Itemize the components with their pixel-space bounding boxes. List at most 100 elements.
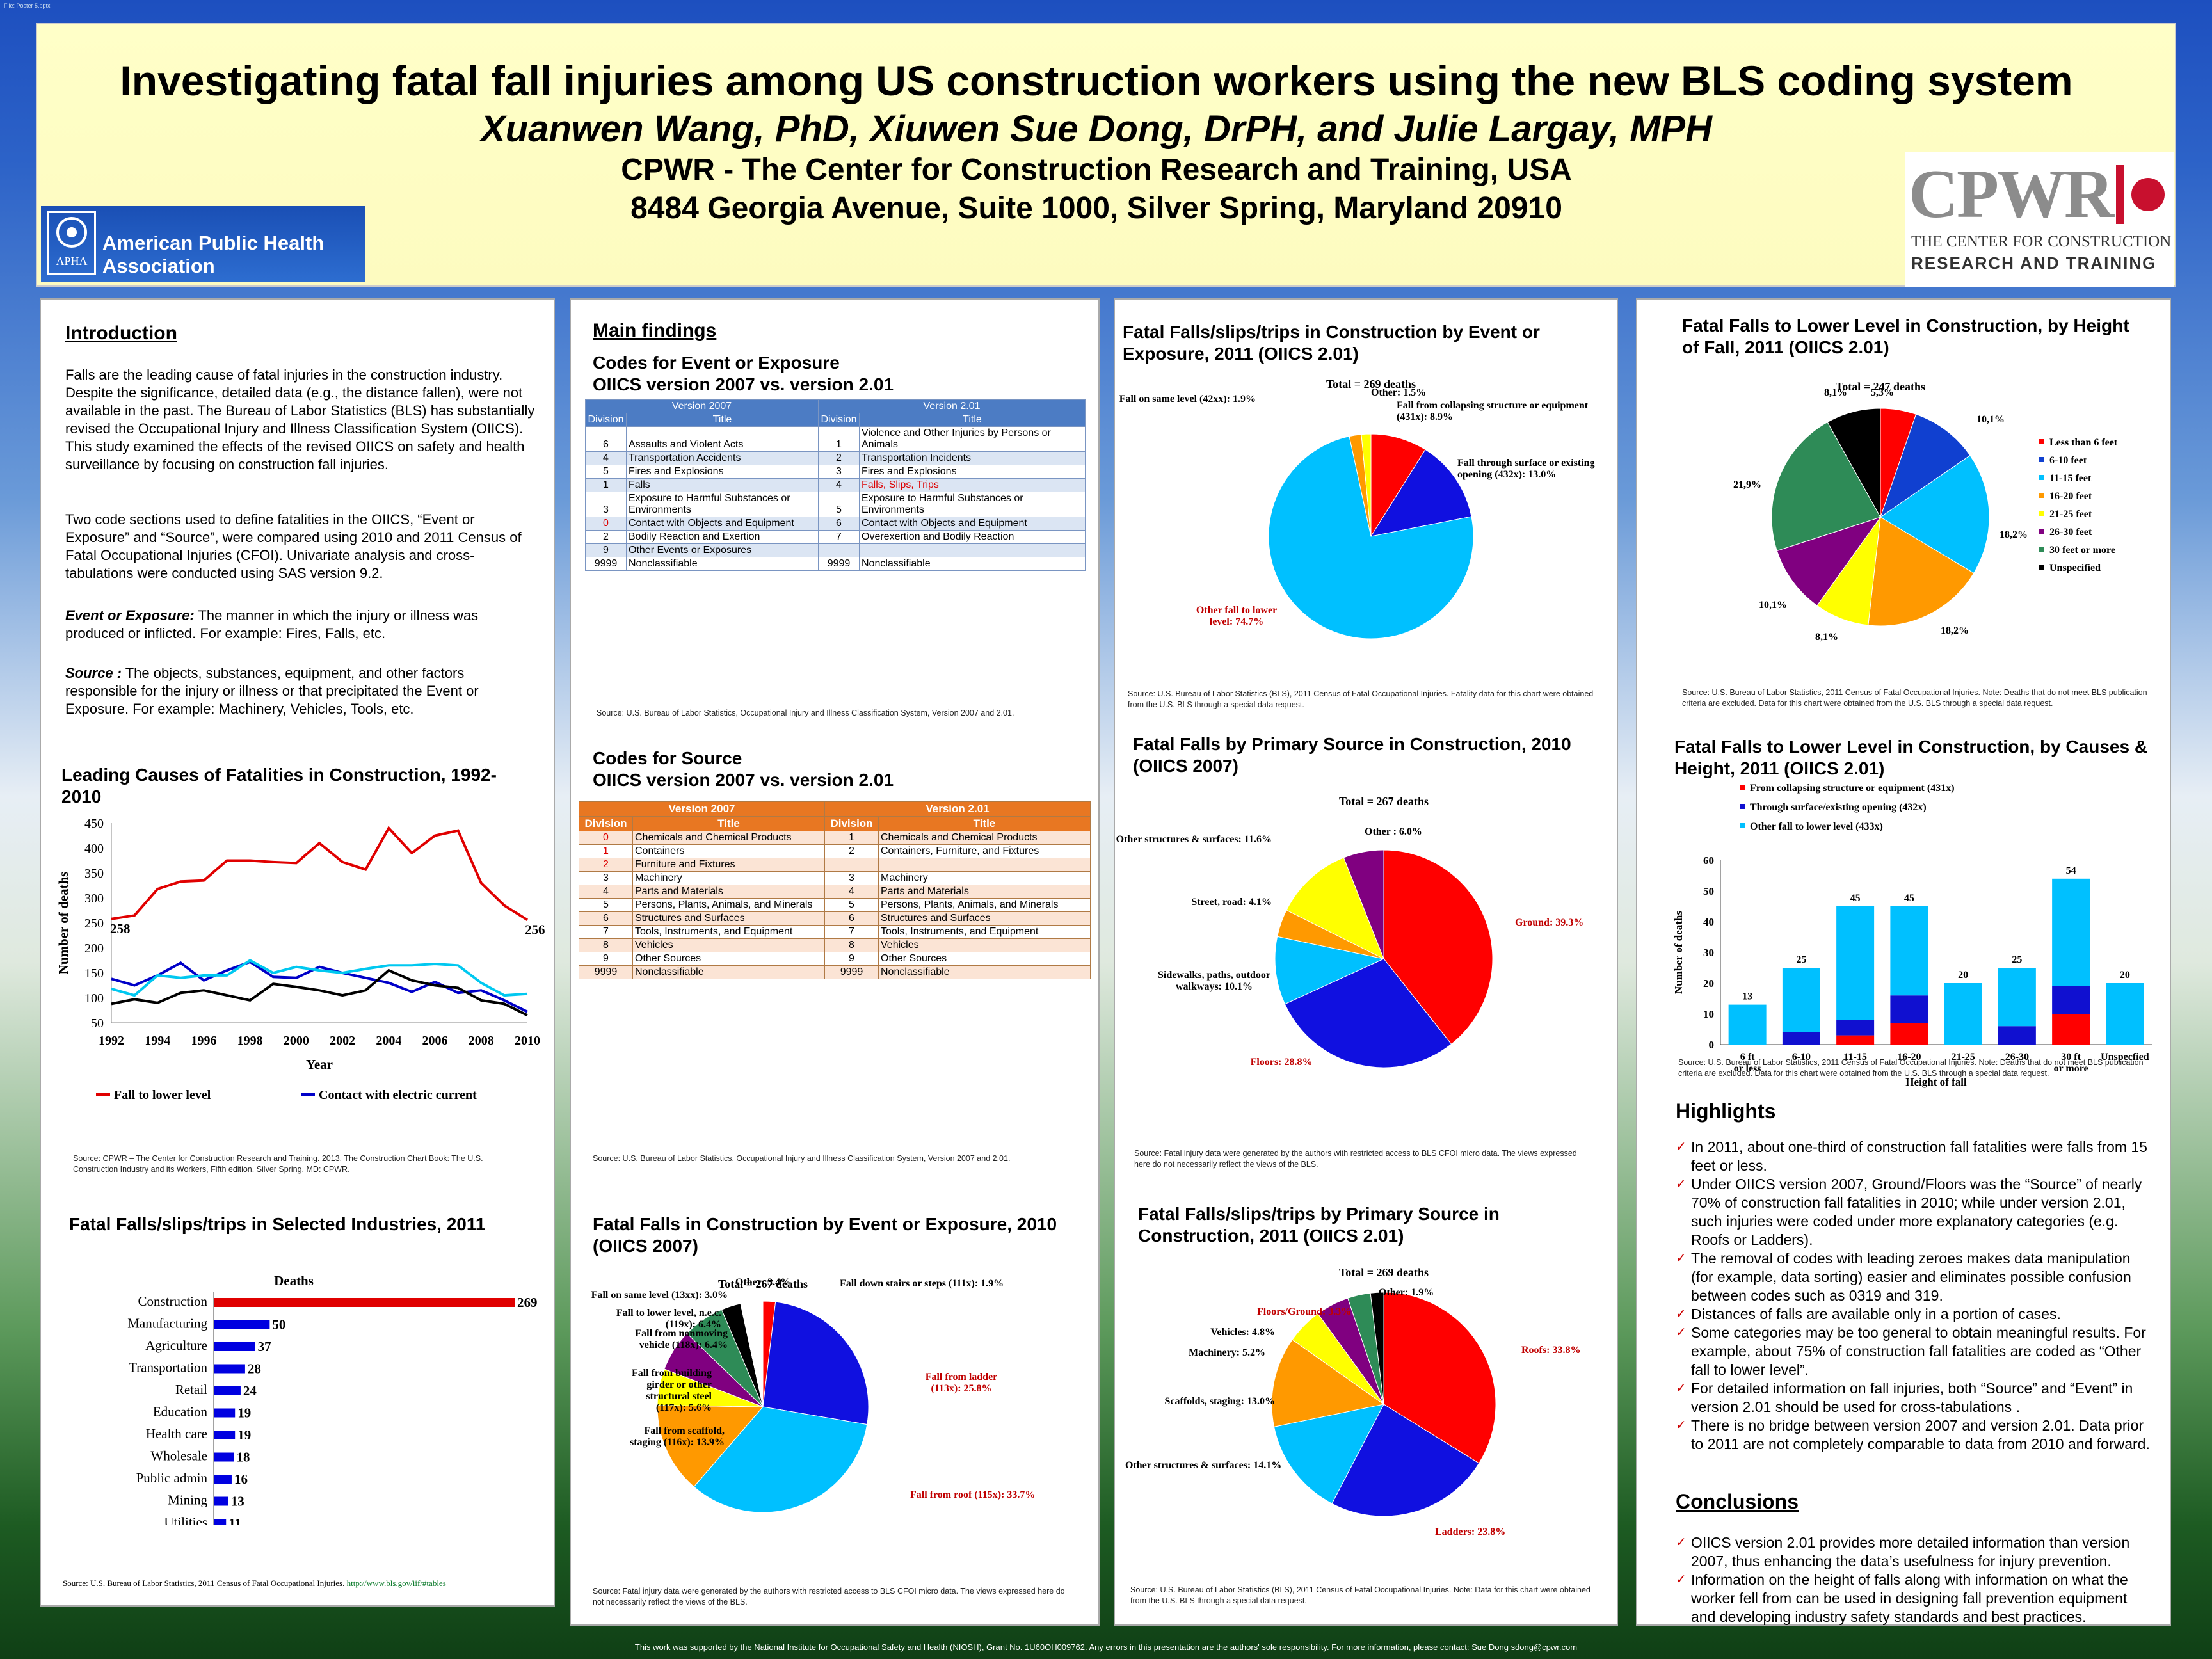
legend-swatch [2039, 547, 2044, 552]
category-label: Utilities [164, 1514, 207, 1525]
source-code-row: 0 Chemicals and Chemical Products 1 Chemica… [579, 831, 1091, 845]
intro-paragraph-4: Source : The objects, substances, equipm… [65, 664, 539, 718]
pie-slice-label: Street, road: 4.1% [1191, 897, 1272, 908]
highlight-item: For detailed information on fall injurie… [1674, 1379, 2154, 1416]
bar-value-label: 16 [234, 1471, 248, 1487]
data-label: 258 [110, 921, 131, 936]
event-code-division-cell: 6 [585, 426, 627, 452]
y-tick-label: 40 [1703, 916, 1714, 928]
bar-segment [1728, 1004, 1767, 1045]
pie-2011-event-source: Source: U.S. Bureau of Labor Statistics … [1128, 689, 1594, 709]
event-code-title-cell: Exposure to Harmful Substances or Enviro… [859, 492, 1086, 517]
x-tick-label: 2008 [469, 1034, 494, 1048]
pie-slice [1271, 1339, 1385, 1427]
pie-total-label: Total = 247 deaths [1836, 380, 1925, 393]
event-code-row: 0 Contact with Objects and Equipment 6 Cont… [585, 517, 1086, 531]
event-code-row: 2 Bodily Reaction and Exertion 7 Overexerti… [585, 530, 1086, 544]
source-v2-header: Version 2.01 [824, 801, 1091, 817]
event-code-title-cell: Fires and Explosions [626, 465, 819, 479]
legend-label: Unspecified [2049, 563, 2101, 573]
source-code-title-cell: Containers [632, 844, 825, 858]
event-code-row: 9999 Nonclassifiable 9999 Nonclassifiable [585, 557, 1086, 571]
source-table-source: Source: U.S. Bureau of Labor Statistics,… [593, 1154, 1011, 1163]
x-tick-label: 1994 [145, 1034, 170, 1048]
pie-slice-label: Ladders: 23.8% [1435, 1527, 1505, 1537]
bar-segment [1782, 968, 1820, 1032]
pie-slice-label: Vehicles: 4.8% [1210, 1327, 1275, 1338]
pie-slice-label: Other : 6.0% [1365, 826, 1422, 837]
event-code-row: 1 Falls 4 Falls, Slips, Trips [585, 478, 1086, 492]
bar-segment [2052, 1014, 2090, 1045]
source-col-title-2: Title [878, 816, 1091, 831]
bar-segment [1890, 1023, 1928, 1045]
bar-segment [1944, 983, 1982, 1045]
source-code-division-cell: 5 [824, 898, 879, 912]
source-code-title-cell: Tools, Instruments, and Equipment [632, 925, 825, 939]
y-tick-label: 0 [1709, 1039, 1715, 1051]
industry-chart-source: Source: U.S. Bureau of Labor Statistics,… [63, 1578, 549, 1589]
highlight-item: Distances of falls are available only in… [1674, 1305, 2154, 1324]
category-label: Manufacturing [127, 1316, 207, 1331]
bls-link[interactable]: http://www.bls.gov/iif/#tables [346, 1578, 446, 1588]
conclusion-item: OIICS version 2.01 provides more detaile… [1674, 1534, 2154, 1571]
y-tick-label: 10 [1703, 1008, 1714, 1020]
source-code-division-cell: 7 [579, 925, 633, 939]
event-code-title-cell: Overexertion and Bodily Reaction [859, 530, 1086, 544]
pie-slice-label: Scaffolds, staging: 13.0% [1165, 1396, 1275, 1407]
category-label: Education [153, 1404, 208, 1420]
pie-total-label: Total = 269 deaths [1339, 1266, 1429, 1279]
conclusion-item: Information on the height of falls along… [1674, 1571, 2154, 1626]
pie-slice [1284, 958, 1452, 1068]
apha-logo: APHA American Public Health Association [41, 206, 365, 282]
panel-pies: Fatal Falls/slips/trips in Construction … [1114, 298, 1618, 1626]
y-tick-label: 50 [1703, 885, 1714, 897]
legend-swatch [2039, 475, 2044, 480]
source-code-title-cell: Furniture and Fixtures [632, 858, 825, 872]
legend-swatch [1740, 785, 1745, 790]
source-code-division-cell: 4 [824, 885, 879, 899]
apha-name: American Public Health Association [102, 232, 325, 277]
pie-slice-label: Fall from roof (115x): 33.7% [910, 1489, 1035, 1500]
pie-slice [1286, 857, 1384, 960]
event-code-row: 5 Fires and Explosions 3 Fires and Explosio… [585, 465, 1086, 479]
bar-total-label: 13 [1742, 991, 1752, 1002]
legend-label: Through surface/existing opening (432x) [1750, 802, 1927, 813]
source-code-division-cell: 6 [824, 911, 879, 926]
bar [214, 1452, 234, 1462]
y-tick-label: 50 [91, 1016, 104, 1030]
source-code-division-cell: 9 [579, 952, 633, 966]
y-tick-label: 100 [84, 991, 104, 1006]
pie-slice-label: Fall down stairs or steps (111x): 1.9% [840, 1278, 1004, 1289]
event-code-title-cell: Other Events or Exposures [626, 543, 819, 557]
event-code-division-cell: 0 [585, 517, 627, 531]
poster-header: Investigating fatal fall injuries among … [36, 23, 2176, 287]
pie-slice-label: Other fall to lower level: 74.7% [1196, 605, 1277, 627]
source-code-title-cell: Other Sources [632, 952, 825, 966]
source-code-division-cell: 6 [579, 911, 633, 926]
pie-height-title: Fatal Falls to Lower Level in Constructi… [1682, 316, 2129, 357]
legend-swatch [1740, 823, 1745, 828]
event-code-row: 3 Exposure to Harmful Substances or Envir… [585, 492, 1086, 517]
source-code-title-cell: Persons, Plants, Animals, and Minerals [632, 898, 825, 912]
bar-segment [2106, 983, 2144, 1045]
category-label: Health care [146, 1426, 207, 1441]
category-label: Transportation [129, 1360, 207, 1375]
source-code-title-cell: Vehicles [878, 938, 1091, 952]
source-code-title-cell: Tools, Instruments, and Equipment [878, 925, 1091, 939]
source-code-row: 2 Furniture and Fixtures [579, 858, 1091, 872]
event-code-title-cell: Transportation Incidents [859, 451, 1086, 465]
source-label: Source : [65, 665, 122, 681]
event-code-division-cell: 5 [585, 465, 627, 479]
pie-slice [740, 1301, 764, 1407]
industry-source-text: Source: U.S. Bureau of Labor Statistics,… [63, 1578, 345, 1588]
category-label: Retail [175, 1382, 207, 1397]
event-code-division-cell [818, 543, 860, 557]
bar-value-label: 13 [231, 1494, 244, 1509]
pie-slice-label: 8,1% [1815, 632, 1838, 643]
source-code-row: 9999 Nonclassifiable 9999 Nonclassifiable [579, 965, 1091, 979]
event-table-title-2: OIICS version 2007 vs. version 2.01 [593, 374, 894, 394]
contact-email-link[interactable]: sdong@cpwr.com [1511, 1642, 1578, 1652]
x-tick-label: 6-10 [1792, 1052, 1811, 1062]
pie-slice-label: 18,2% [2000, 529, 2028, 540]
event-col-title-2: Title [859, 413, 1086, 427]
